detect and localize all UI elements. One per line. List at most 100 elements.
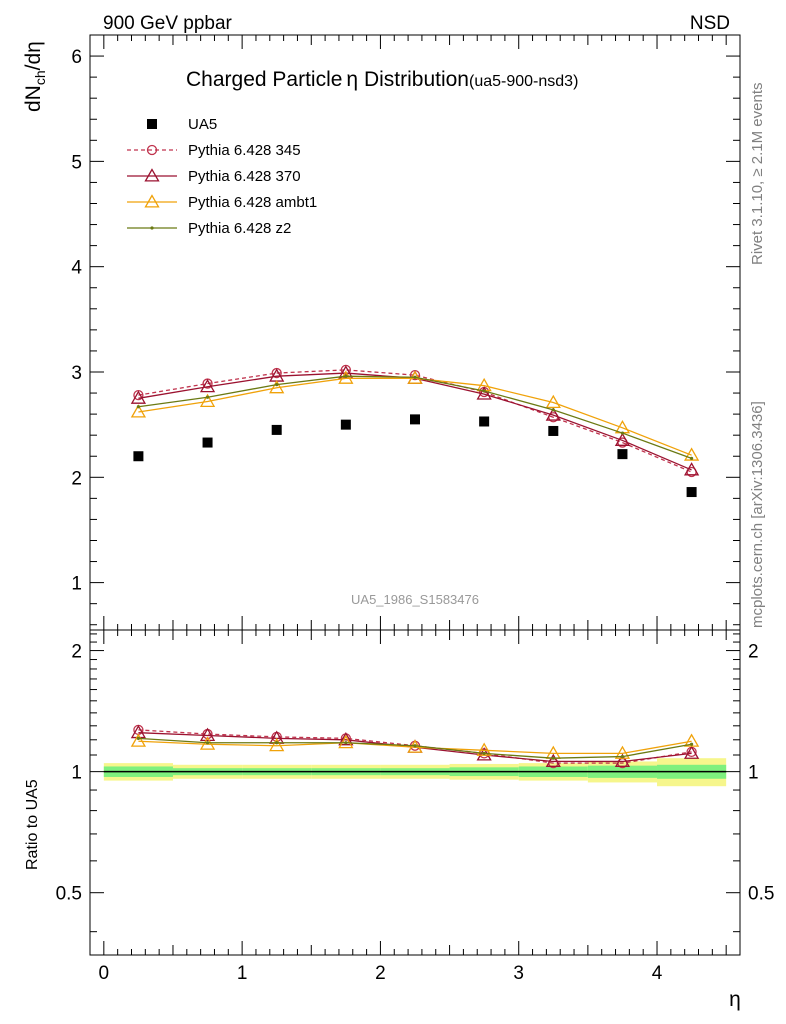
- ratio-data-point: [338, 734, 354, 749]
- ratio-data-point: [199, 727, 216, 742]
- data-point: [413, 375, 417, 379]
- ratio-data-point: [130, 733, 147, 747]
- data-point: [130, 404, 147, 418]
- series-ua5: [133, 414, 697, 498]
- ratio-y-tick-label-right: 1: [748, 763, 759, 784]
- series-pythia-6-428-z2: [136, 374, 694, 460]
- x-tick-label: 3: [513, 963, 524, 984]
- y-tick-label: 5: [71, 152, 82, 173]
- ratio-data-point: [344, 741, 348, 745]
- data-point: [545, 407, 561, 421]
- data-point: [136, 405, 141, 409]
- data-point: [686, 487, 697, 498]
- main-series-layer: [130, 364, 700, 498]
- header-left: 900 GeV ppbar: [103, 13, 233, 34]
- ratio-axis-ticks: 0.5 0.5 1 1 2 2 0 1 2 3 4: [56, 630, 774, 984]
- data-point: [479, 416, 490, 427]
- data-point: [683, 447, 700, 461]
- ratio-uncertainty-band: [103, 758, 727, 787]
- y-tick-label: 2: [71, 468, 82, 489]
- legend-label: Pythia 6.428 345: [188, 142, 301, 159]
- legend-item-ua5: UA5: [147, 116, 217, 133]
- ratio-y-tick-label-right: 0.5: [748, 884, 774, 905]
- ratio-y-tick-label-right: 2: [748, 642, 759, 663]
- x-tick-label: 2: [375, 963, 386, 984]
- ratio-data-point: [614, 745, 631, 759]
- main-axis-ticks: 1 2 3 4 5 6: [71, 34, 741, 630]
- chart-title-main: Charged Particle: [186, 68, 342, 91]
- ratio-data-point: [476, 742, 492, 756]
- y-tick-label: 1: [71, 574, 82, 595]
- y-axis-label: dNch/dη: [22, 41, 48, 112]
- legend-item-pythia-6-428-z2: Pythia 6.428 z2: [127, 220, 291, 237]
- ratio-data-point: [199, 736, 216, 750]
- ratio-data-point: [482, 751, 486, 756]
- data-point: [130, 390, 147, 404]
- data-point: [199, 393, 216, 408]
- data-point: [410, 414, 420, 425]
- chart-title: Charged Particle η Distribution(ua5-900-n…: [186, 68, 578, 91]
- data-point: [617, 449, 628, 460]
- data-point: [269, 379, 285, 394]
- x-axis-label: η: [729, 988, 741, 1011]
- data-point: [482, 389, 486, 393]
- legend-label: UA5: [188, 116, 217, 133]
- legend-marker: [146, 144, 158, 156]
- data-point: [338, 370, 354, 384]
- ratio-data-point: [683, 745, 700, 759]
- ratio-data-point: [338, 731, 354, 746]
- data-point: [548, 425, 559, 436]
- ratio-series-layer: [130, 724, 700, 769]
- y-axis-label-rest: /dη: [22, 41, 45, 70]
- ratio-data-point: [683, 733, 700, 747]
- ratio-data-point: [551, 756, 555, 760]
- data-point: [689, 456, 694, 460]
- ratio-data-point: [136, 736, 141, 740]
- ratio-frame: [89, 629, 741, 956]
- ratio-data-point: [275, 741, 279, 745]
- ratio-data-point: [269, 737, 285, 752]
- data-point: [344, 374, 348, 378]
- main-plot-area: [89, 34, 741, 631]
- main-frame: [89, 34, 741, 631]
- data-point: [199, 378, 216, 393]
- data-point: [133, 451, 144, 462]
- ratio-panel: 0.5 0.5 1 1 2 2 0 1 2 3 4 Ratio to UA5 η: [24, 629, 774, 1011]
- legend-label: Pythia 6.428 z2: [188, 220, 291, 237]
- x-tick-label: 1: [237, 963, 248, 984]
- chart-title-rest: Distribution: [358, 68, 469, 91]
- data-point: [620, 431, 625, 435]
- chart-title-tag: (ua5-900-nsd3): [469, 73, 578, 90]
- data-point: [476, 386, 492, 400]
- legend-marker: [144, 168, 160, 182]
- data-point: [545, 394, 561, 409]
- legend-marker: [150, 226, 154, 230]
- legend-marker: [144, 194, 160, 208]
- data-point: [340, 419, 351, 430]
- ratio-data-point: [413, 744, 417, 748]
- data-point: [202, 437, 213, 448]
- y-tick-label: 3: [71, 363, 82, 384]
- ratio-y-tick-label: 2: [71, 642, 82, 663]
- ratio-plot-area: [89, 629, 741, 956]
- ratio-data-point: [620, 754, 625, 759]
- ratio-series-line: [138, 729, 692, 764]
- series-line: [138, 369, 692, 473]
- data-point: [205, 395, 210, 399]
- data-point: [551, 408, 555, 412]
- side-text-bottom: mcplots.cern.ch [arXiv:1306.3436]: [749, 401, 766, 628]
- legend-label: Pythia 6.428 ambt1: [188, 194, 317, 211]
- side-text-top: Rivet 3.1.10, ≥ 2.1M events: [749, 83, 766, 266]
- legend-marker: [147, 119, 157, 129]
- data-point: [271, 424, 282, 435]
- y-tick-label: 4: [71, 258, 82, 279]
- ratio-data-point: [205, 741, 210, 745]
- legend-item-pythia-6-428-ambt1: Pythia 6.428 ambt1: [127, 194, 317, 211]
- legend: UA5 Pythia 6.428 345 Pythia 6.428 370 Pythi…: [127, 116, 317, 237]
- legend-label: Pythia 6.428 370: [188, 168, 301, 185]
- main-panel: 1 2 3 4 5 6 Charged Particle η Distribution(ua…: [22, 34, 741, 631]
- ratio-data-point: [545, 753, 561, 767]
- x-tick-label: 4: [652, 963, 663, 984]
- ratio-series-pythia-6-428-z2: [136, 736, 694, 760]
